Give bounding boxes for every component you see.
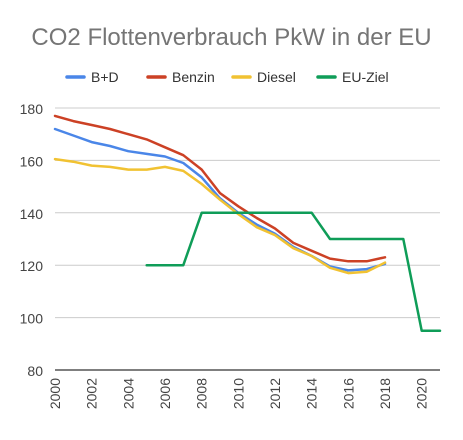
x-tick-label: 2020 <box>414 378 430 409</box>
x-tick-label: 2006 <box>157 378 173 409</box>
chart-title: CO2 Flottenverbrauch PkW in der EU <box>31 24 431 51</box>
legend-label: EU-Ziel <box>342 69 389 85</box>
x-tick-label: 2004 <box>120 378 136 409</box>
series-line-diesel <box>53 157 387 275</box>
legend-label: B+D <box>91 69 119 85</box>
y-tick-label: 180 <box>20 101 44 117</box>
legend-label: Benzin <box>172 69 215 85</box>
y-tick-label: 120 <box>20 258 44 274</box>
x-tick-label: 2008 <box>194 378 210 409</box>
y-tick-label: 100 <box>20 311 44 327</box>
legend-label: Diesel <box>257 69 296 85</box>
y-tick-label: 80 <box>27 363 43 379</box>
x-tick-label: 2014 <box>304 378 320 409</box>
axes: 80 100 120 140 160 180 2000 2002 2004 2006 2008 201… <box>20 101 430 409</box>
x-tick-label: 2000 <box>47 378 63 409</box>
x-tick-label: 2002 <box>84 378 100 409</box>
x-tick-label: 2016 <box>340 378 356 409</box>
y-tick-label: 140 <box>20 206 44 222</box>
legend: B+D Benzin Diesel EU-Ziel <box>65 69 389 85</box>
x-tick-label: 2010 <box>230 378 246 409</box>
series-lines <box>53 114 442 332</box>
x-tick-label: 2018 <box>377 378 393 409</box>
series-line-benzin <box>53 114 387 263</box>
series-line-eu-ziel <box>145 211 442 332</box>
y-tick-label: 160 <box>20 153 44 169</box>
x-tick-label: 2012 <box>267 378 283 409</box>
